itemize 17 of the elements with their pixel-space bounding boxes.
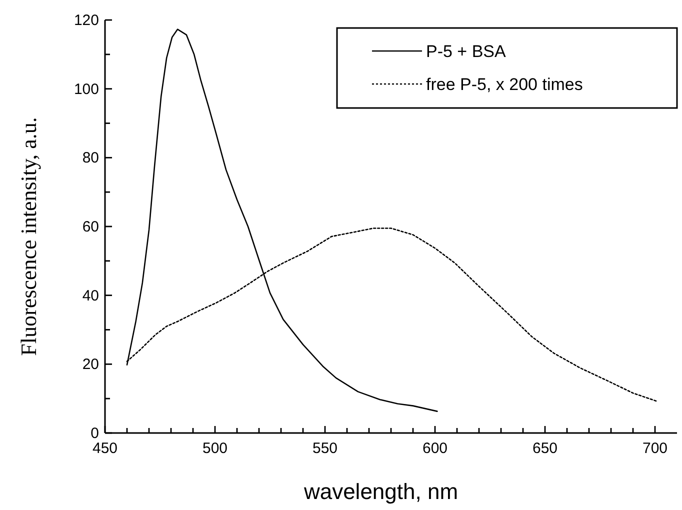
x-tick-label: 500 <box>202 440 228 457</box>
x-tick-label: 600 <box>422 440 448 457</box>
y-tick-label: 40 <box>82 287 99 304</box>
y-tick-label: 20 <box>82 356 99 374</box>
legend-label: free P-5, x 200 times <box>426 75 583 94</box>
y-axis-title: Fluorescence intensity, a.u. <box>16 117 41 356</box>
x-tick-label: 650 <box>532 440 558 457</box>
x-tick-label: 550 <box>312 440 338 457</box>
y-tick-label: 0 <box>90 425 99 442</box>
legend-label: P-5 + BSA <box>426 42 507 61</box>
y-tick-label: 60 <box>82 218 99 236</box>
x-tick-label: 450 <box>92 440 118 457</box>
x-axis-title: wavelength, nm <box>302 479 458 504</box>
y-tick-label: 80 <box>82 150 99 167</box>
x-tick-label: 700 <box>642 440 668 457</box>
y-tick-label: 100 <box>74 80 99 98</box>
y-tick-label: 120 <box>74 12 99 29</box>
